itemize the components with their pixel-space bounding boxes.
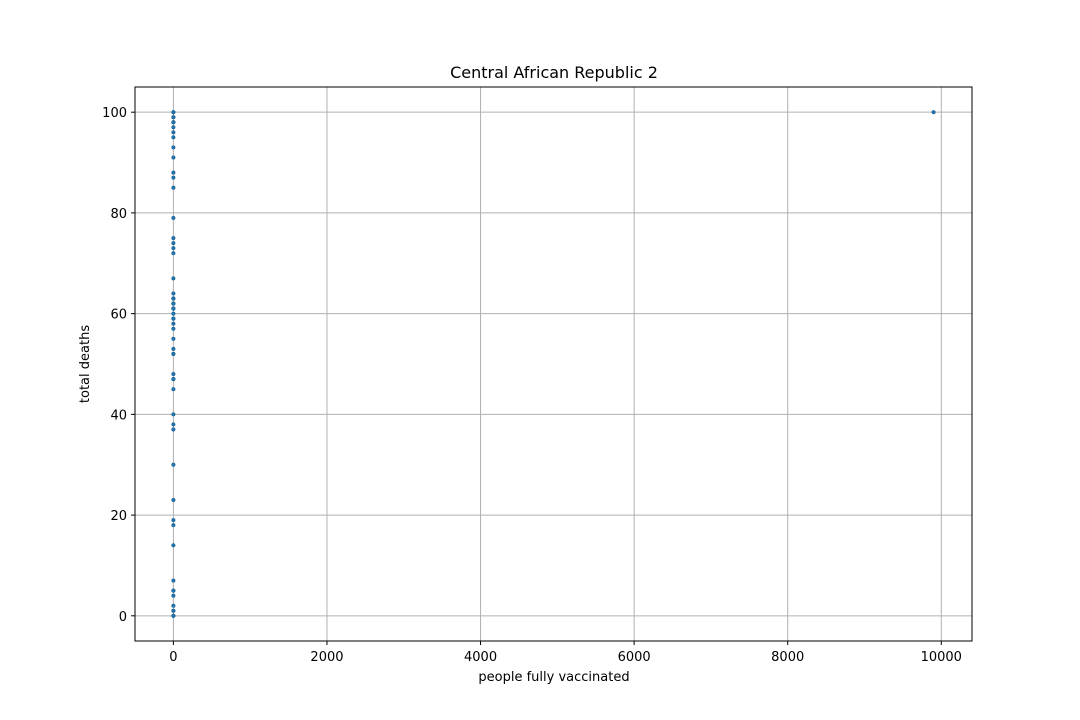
data-point bbox=[171, 593, 176, 598]
x-axis-label: people fully vaccinated bbox=[478, 670, 629, 685]
data-point bbox=[171, 311, 176, 316]
data-points bbox=[171, 110, 936, 618]
x-axis-ticks: 0 2000 4000 6000 8000 10000 bbox=[169, 641, 962, 665]
data-point bbox=[171, 422, 176, 427]
x-tick-label: 4000 bbox=[464, 650, 497, 665]
x-tick-label: 10000 bbox=[921, 650, 962, 665]
data-point bbox=[171, 578, 176, 583]
data-point bbox=[171, 130, 176, 135]
data-point bbox=[171, 377, 176, 382]
data-point bbox=[171, 336, 176, 341]
chart-title: Central African Republic 2 bbox=[450, 63, 658, 82]
data-point bbox=[171, 276, 176, 281]
data-point bbox=[171, 608, 176, 613]
data-point bbox=[171, 120, 176, 125]
data-point bbox=[171, 175, 176, 180]
data-point bbox=[171, 135, 176, 140]
data-point bbox=[931, 110, 936, 115]
data-point bbox=[171, 427, 176, 432]
data-point bbox=[171, 497, 176, 503]
data-point bbox=[171, 518, 176, 523]
data-point bbox=[171, 301, 176, 306]
grid-lines bbox=[135, 87, 972, 641]
plot-frame bbox=[134, 86, 973, 642]
data-point bbox=[171, 185, 176, 190]
y-tick-label: 20 bbox=[110, 509, 127, 524]
data-point bbox=[171, 588, 176, 593]
data-point bbox=[171, 372, 176, 377]
data-point bbox=[171, 306, 176, 311]
data-point bbox=[171, 296, 176, 301]
data-point bbox=[171, 145, 176, 150]
x-tick-label: 0 bbox=[169, 650, 177, 665]
data-point bbox=[171, 326, 176, 331]
y-tick-label: 60 bbox=[110, 308, 127, 323]
data-point bbox=[171, 316, 176, 321]
x-tick-label: 6000 bbox=[618, 650, 651, 665]
data-point bbox=[171, 523, 176, 528]
x-tick-label: 8000 bbox=[771, 650, 804, 665]
data-point bbox=[171, 241, 176, 246]
data-point bbox=[171, 543, 176, 548]
x-tick-label: 2000 bbox=[310, 650, 343, 665]
data-point bbox=[171, 351, 176, 356]
data-point bbox=[171, 603, 176, 608]
data-point bbox=[171, 251, 176, 256]
data-point bbox=[171, 170, 176, 175]
data-point bbox=[171, 387, 176, 392]
y-tick-label: 40 bbox=[110, 408, 127, 423]
data-point bbox=[171, 215, 176, 220]
y-tick-label: 100 bbox=[102, 106, 127, 121]
data-point bbox=[171, 246, 176, 251]
data-point bbox=[171, 613, 176, 618]
y-tick-label: 80 bbox=[110, 207, 127, 222]
data-point bbox=[171, 321, 176, 326]
data-point bbox=[171, 346, 176, 351]
y-axis-label: total deaths bbox=[78, 325, 93, 403]
data-point bbox=[171, 110, 176, 115]
data-point bbox=[171, 462, 176, 467]
y-tick-label: 0 bbox=[119, 610, 127, 625]
data-point bbox=[171, 115, 176, 120]
data-point bbox=[171, 125, 176, 130]
data-point bbox=[171, 412, 176, 417]
data-point bbox=[171, 291, 176, 296]
y-axis-ticks: 0 20 40 60 80 100 bbox=[102, 106, 135, 625]
data-point bbox=[171, 236, 176, 241]
data-point bbox=[171, 155, 176, 160]
